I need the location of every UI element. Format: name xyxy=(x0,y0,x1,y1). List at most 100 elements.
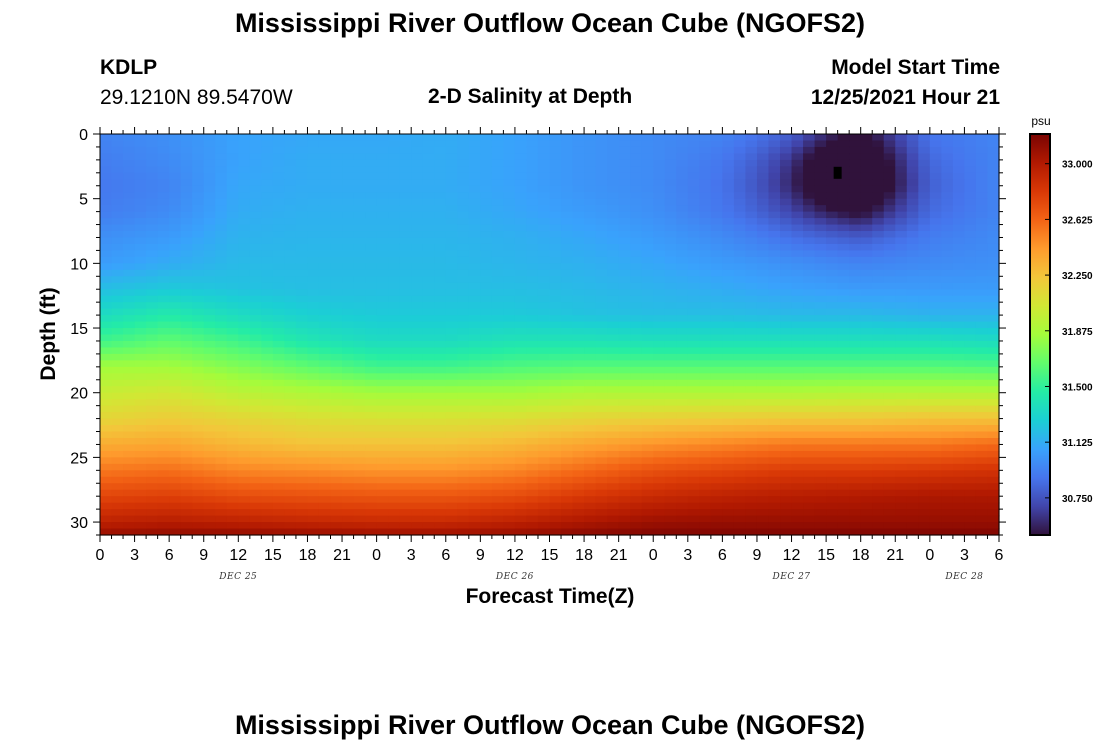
heatmap-cell xyxy=(226,509,239,517)
heatmap-cell xyxy=(941,237,954,245)
heatmap-cell xyxy=(491,470,504,478)
heatmap-cell xyxy=(549,470,562,478)
heatmap-cell xyxy=(641,528,654,536)
heatmap-cell xyxy=(422,431,435,439)
heatmap-cell xyxy=(330,250,343,258)
heatmap-cell xyxy=(457,353,470,361)
heatmap-cell xyxy=(330,399,343,407)
heatmap-cell xyxy=(399,425,412,433)
heatmap-cell xyxy=(710,360,723,368)
heatmap-cell xyxy=(468,243,481,252)
heatmap-cell xyxy=(537,179,551,187)
heatmap-cell xyxy=(699,328,712,336)
heatmap-cell xyxy=(572,457,585,465)
heatmap-cell xyxy=(849,522,862,530)
heatmap-cell xyxy=(422,334,435,342)
heatmap-cell xyxy=(100,211,113,219)
heatmap-cell xyxy=(826,218,839,226)
heatmap-cell xyxy=(791,276,804,284)
heatmap-cell xyxy=(952,437,966,446)
heatmap-cell xyxy=(272,302,286,310)
heatmap-cell xyxy=(457,450,470,458)
heatmap-cell xyxy=(572,185,585,193)
heatmap-cell xyxy=(641,463,654,471)
heatmap-cell xyxy=(295,146,309,155)
heatmap-cell xyxy=(491,457,504,465)
heatmap-cell xyxy=(215,463,228,471)
heatmap-cell xyxy=(641,399,654,407)
heatmap-cell xyxy=(872,315,885,323)
heatmap-cell xyxy=(584,483,597,491)
heatmap-cell xyxy=(561,263,574,271)
heatmap-cell xyxy=(445,360,458,368)
heatmap-cell xyxy=(607,256,620,264)
heatmap-cell xyxy=(860,418,873,426)
heatmap-cell xyxy=(537,379,551,387)
heatmap-cell xyxy=(814,166,827,174)
heatmap-cell xyxy=(768,347,781,355)
heatmap-cell xyxy=(284,353,297,361)
heatmap-cell xyxy=(595,302,608,310)
heatmap-cell xyxy=(664,470,677,478)
heatmap-cell xyxy=(952,134,966,142)
heatmap-cell xyxy=(849,437,862,446)
heatmap-cell xyxy=(249,146,262,155)
heatmap-cell xyxy=(987,224,1000,232)
heatmap-cell xyxy=(745,231,758,239)
heatmap-cell xyxy=(261,308,274,316)
heatmap-cell xyxy=(342,444,355,452)
heatmap-cell xyxy=(595,496,608,504)
heatmap-cell xyxy=(780,192,793,200)
heatmap-cell xyxy=(457,457,470,465)
heatmap-cell xyxy=(860,425,873,433)
heatmap-cell xyxy=(756,289,770,297)
heatmap-cell xyxy=(756,282,770,290)
heatmap-cell xyxy=(733,166,747,174)
heatmap-cell xyxy=(180,483,193,491)
heatmap-cell xyxy=(895,496,908,504)
heatmap-cell xyxy=(307,522,320,530)
heatmap-cell xyxy=(687,437,700,446)
heatmap-cell xyxy=(226,328,239,336)
heatmap-cell xyxy=(411,166,424,174)
heatmap-cell xyxy=(584,450,597,458)
heatmap-cell xyxy=(780,211,793,219)
heatmap-cell xyxy=(318,437,332,446)
heatmap-cell xyxy=(169,295,182,303)
heatmap-cell xyxy=(941,515,954,523)
heatmap-cell xyxy=(918,373,931,381)
heatmap-cell xyxy=(918,528,931,536)
heatmap-cell xyxy=(203,159,216,167)
heatmap-cell xyxy=(814,328,827,336)
heatmap-cell xyxy=(756,269,770,277)
heatmap-cell xyxy=(895,218,908,226)
heatmap-cell xyxy=(226,366,239,374)
heatmap-cell xyxy=(687,373,700,381)
heatmap-cell xyxy=(468,140,481,148)
heatmap-cell xyxy=(226,276,239,284)
heatmap-cell xyxy=(111,321,124,329)
heatmap-cell xyxy=(895,263,908,271)
heatmap-cell xyxy=(699,509,712,517)
heatmap-cell xyxy=(203,366,216,374)
heatmap-cell xyxy=(399,166,412,174)
heatmap-cell xyxy=(123,450,136,458)
heatmap-cell xyxy=(710,425,723,433)
heatmap-cell xyxy=(572,463,585,471)
heatmap-cell xyxy=(561,489,574,497)
heatmap-cell xyxy=(929,340,942,349)
heatmap-cell xyxy=(157,153,170,161)
heatmap-cell xyxy=(745,295,758,303)
heatmap-cell xyxy=(503,515,516,523)
heatmap-cell xyxy=(826,470,839,478)
heatmap-cell xyxy=(192,198,205,206)
heatmap-cell xyxy=(722,353,735,361)
heatmap-cell xyxy=(111,379,124,387)
heatmap-cell xyxy=(399,405,412,413)
heatmap-cell xyxy=(468,483,481,491)
heatmap-cell xyxy=(618,263,631,271)
heatmap-cell xyxy=(918,496,931,504)
heatmap-cell xyxy=(238,412,251,420)
heatmap-cell xyxy=(422,528,435,536)
heatmap-cell xyxy=(272,224,286,232)
